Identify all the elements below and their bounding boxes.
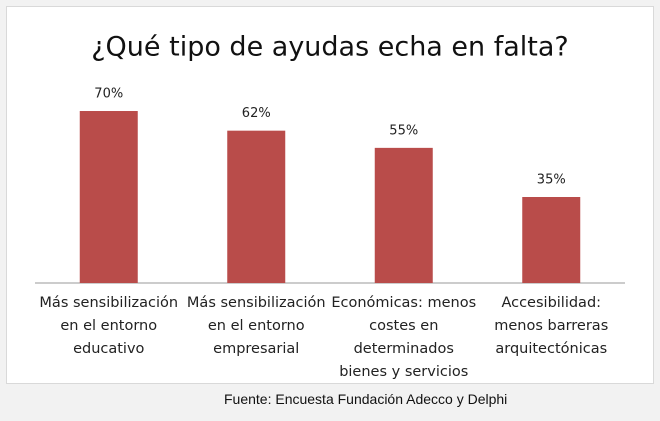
category-label: Accesibilidad: menos barreras arquitectó… (494, 295, 609, 357)
value-label: 35% (537, 173, 566, 188)
bar (227, 130, 286, 283)
category-label: Más sensibilización en el entorno empres… (186, 295, 326, 357)
chart-title: ¿Qué tipo de ayudas echa en falta? (91, 32, 569, 63)
value-label: 62% (242, 106, 271, 121)
bar (522, 197, 581, 283)
value-label: 55% (389, 123, 418, 138)
category-label: Económicas: menos costes en determinados… (331, 295, 477, 380)
source-note: Fuente: Encuesta Fundación Adecco y Delp… (224, 391, 508, 407)
category-label: Más sensibilización en el entorno educat… (39, 295, 179, 357)
value-label: 70% (94, 87, 123, 102)
bar (79, 111, 138, 283)
bar (374, 147, 433, 283)
